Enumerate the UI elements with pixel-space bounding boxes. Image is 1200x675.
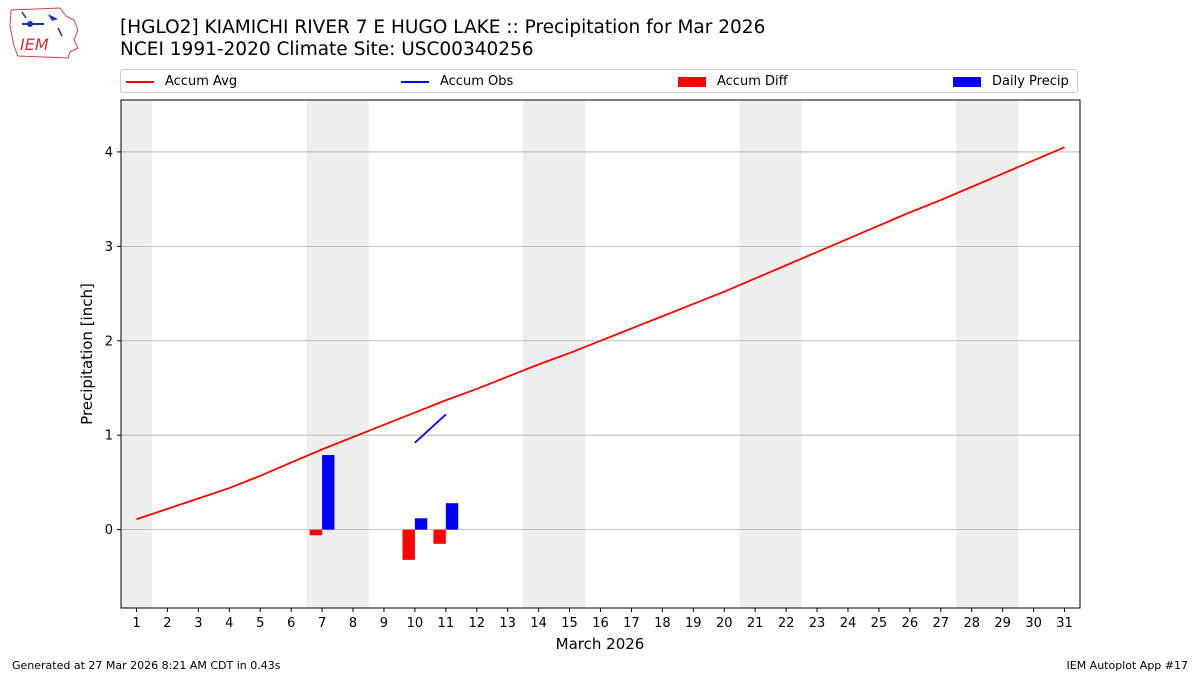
- x-tick-label: 28: [963, 616, 980, 631]
- x-tick-label: 1: [132, 616, 140, 631]
- accum-diff-bar: [433, 529, 446, 544]
- legend-label: Accum Obs: [440, 74, 514, 89]
- x-axis-label: March 2026: [556, 635, 645, 653]
- logo-text: IEM: [20, 35, 49, 54]
- y-tick-label: 3: [105, 240, 113, 255]
- chart-title: [HGLO2] KIAMICHI RIVER 7 E HUGO LAKE :: …: [120, 17, 766, 38]
- daily-precip-bar: [414, 518, 428, 530]
- x-tick-label: 10: [407, 616, 424, 631]
- legend-swatch: [401, 80, 429, 83]
- daily-precip-bar: [322, 455, 335, 530]
- x-tick-label: 31: [1056, 616, 1073, 631]
- x-tick-label: 27: [933, 616, 950, 631]
- y-tick-label: 1: [105, 429, 113, 444]
- legend-swatch: [953, 76, 981, 87]
- accum-diff-bar: [309, 529, 323, 536]
- x-tick-label: 30: [1025, 616, 1042, 631]
- x-tick-label: 19: [685, 616, 702, 631]
- x-tick-label: 3: [194, 616, 202, 631]
- x-tick-label: 4: [225, 616, 233, 631]
- x-tick-label: 11: [438, 616, 455, 631]
- legend-swatch: [678, 76, 706, 87]
- legend-label: Accum Diff: [717, 74, 788, 89]
- x-tick-label: 23: [809, 616, 826, 631]
- x-tick-label: 16: [592, 616, 609, 631]
- footer-app: IEM Autoplot App #17: [1066, 659, 1189, 672]
- x-tick-label: 17: [623, 616, 640, 631]
- y-tick-label: 2: [105, 334, 113, 349]
- legend-item-accum-diff: Accum Diff: [678, 73, 788, 90]
- y-tick-label: 0: [105, 523, 113, 538]
- x-tick-label: 13: [499, 616, 516, 631]
- legend-item-accum-avg: Accum Avg: [126, 73, 237, 90]
- x-tick-label: 24: [840, 616, 857, 631]
- legend-label: Daily Precip: [992, 74, 1069, 89]
- weekend-shade: [523, 100, 586, 608]
- accum-obs-line: [414, 413, 447, 444]
- y-axis-label: Precipitation [inch]: [78, 283, 96, 425]
- x-tick-label: 5: [256, 616, 264, 631]
- x-tick-label: 9: [380, 616, 388, 631]
- x-tick-label: 7: [318, 616, 326, 631]
- x-tick-label: 15: [561, 616, 578, 631]
- daily-precip-bar: [445, 503, 459, 530]
- x-tick-label: 18: [654, 616, 671, 631]
- x-tick-label: 22: [778, 616, 795, 631]
- weekend-shade: [956, 100, 1019, 608]
- x-tick-label: 14: [530, 616, 547, 631]
- legend-label: Accum Avg: [165, 74, 238, 89]
- legend-swatch: [126, 80, 154, 83]
- y-tick-label: 4: [105, 145, 113, 160]
- iem-logo: IEM: [8, 6, 80, 60]
- x-tick-label: 29: [994, 616, 1011, 631]
- footer-generated: Generated at 27 Mar 2026 8:21 AM CDT in …: [12, 659, 281, 672]
- weekend-shade: [306, 100, 369, 608]
- x-tick-label: 25: [871, 616, 888, 631]
- chart-subtitle: NCEI 1991-2020 Climate Site: USC00340256: [120, 39, 534, 60]
- legend: Accum Avg Accum Obs Accum Diff Daily Pre…: [120, 69, 1078, 93]
- x-tick-label: 6: [287, 616, 295, 631]
- x-tick-label: 26: [902, 616, 919, 631]
- legend-item-daily-precip: Daily Precip: [953, 73, 1069, 90]
- x-tick-label: 8: [349, 616, 357, 631]
- accum-diff-bar: [402, 529, 415, 560]
- x-tick-label: 2: [163, 616, 171, 631]
- x-tick-label: 20: [716, 616, 733, 631]
- plot-frame: [120, 99, 1081, 609]
- x-tick-label: 21: [747, 616, 764, 631]
- legend-item-accum-obs: Accum Obs: [401, 73, 513, 90]
- weekend-shade: [121, 100, 152, 608]
- weekend-shade: [739, 100, 802, 608]
- accum-avg-line: [136, 146, 1065, 521]
- x-tick-label: 12: [468, 616, 485, 631]
